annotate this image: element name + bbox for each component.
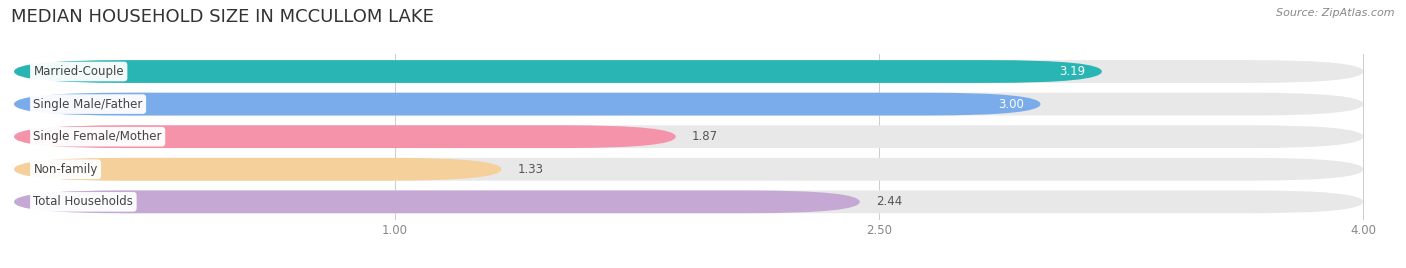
Text: Total Households: Total Households (34, 195, 134, 208)
Text: Single Female/Mother: Single Female/Mother (34, 130, 162, 143)
FancyBboxPatch shape (14, 191, 859, 213)
Text: Non-family: Non-family (34, 163, 98, 176)
FancyBboxPatch shape (14, 191, 1364, 213)
FancyBboxPatch shape (14, 158, 1364, 181)
FancyBboxPatch shape (14, 93, 1364, 116)
FancyBboxPatch shape (14, 125, 1364, 148)
Text: 3.19: 3.19 (1060, 65, 1085, 78)
Text: 3.00: 3.00 (998, 98, 1025, 111)
FancyBboxPatch shape (14, 125, 676, 148)
Text: Single Male/Father: Single Male/Father (34, 98, 143, 111)
Text: 1.87: 1.87 (692, 130, 718, 143)
Text: 2.44: 2.44 (876, 195, 903, 208)
FancyBboxPatch shape (14, 60, 1102, 83)
Text: Source: ZipAtlas.com: Source: ZipAtlas.com (1277, 8, 1395, 18)
Text: 1.33: 1.33 (517, 163, 544, 176)
FancyBboxPatch shape (14, 60, 1364, 83)
Text: MEDIAN HOUSEHOLD SIZE IN MCCULLOM LAKE: MEDIAN HOUSEHOLD SIZE IN MCCULLOM LAKE (11, 8, 434, 26)
FancyBboxPatch shape (14, 158, 502, 181)
FancyBboxPatch shape (14, 93, 1040, 116)
Text: Married-Couple: Married-Couple (34, 65, 124, 78)
